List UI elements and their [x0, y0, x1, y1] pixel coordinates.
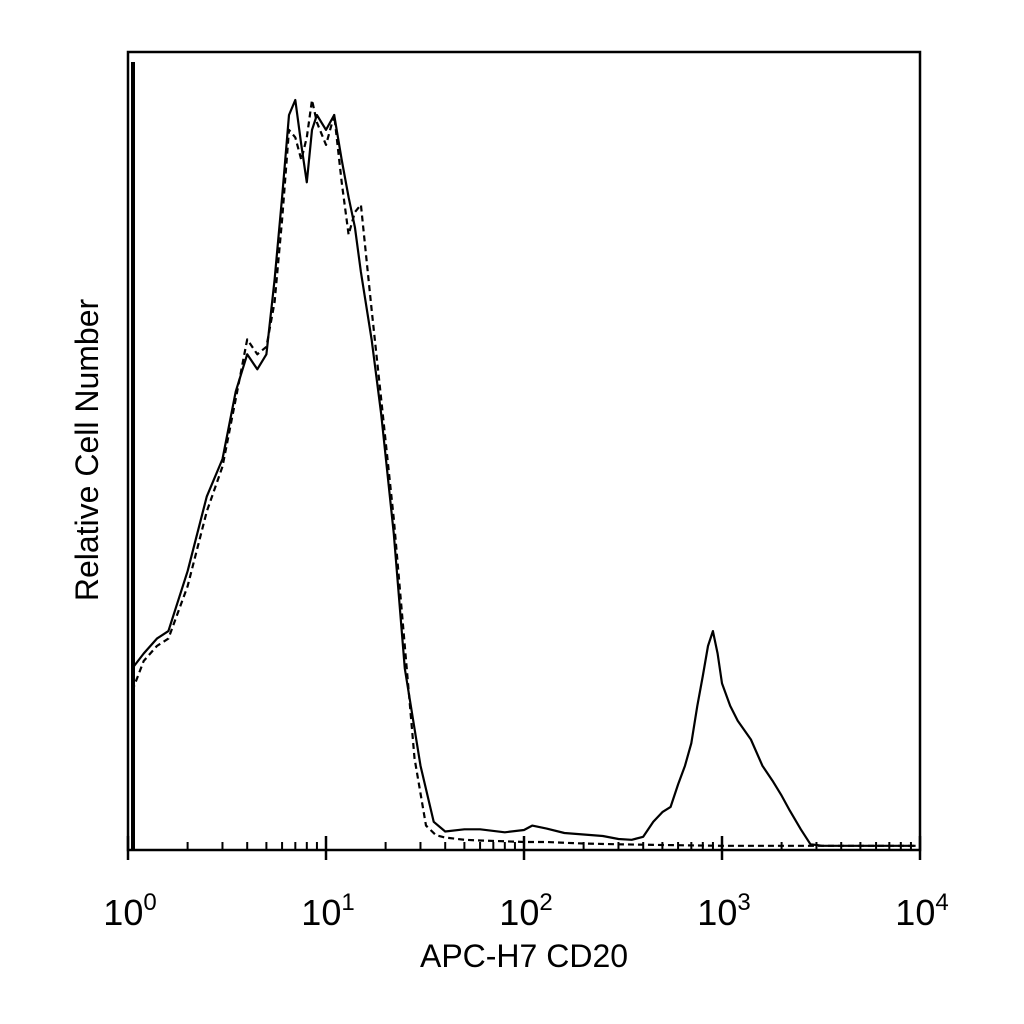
plot-area-frame — [126, 50, 922, 852]
x-tick-label-base: 10 — [103, 892, 143, 933]
series-layer — [131, 98, 916, 847]
x-major-ticks — [126, 836, 922, 860]
x-tick-label: 103 — [697, 889, 750, 933]
x-tick-label: 102 — [499, 889, 552, 933]
x-tick-label-exponent: 3 — [737, 889, 750, 916]
x-tick-label-exponent: 0 — [143, 889, 156, 916]
x-tick-label-base: 10 — [697, 892, 737, 933]
y-axis-label: Relative Cell Number — [69, 298, 105, 601]
gate-marker — [131, 62, 135, 850]
x-tick-label-exponent: 1 — [341, 889, 354, 916]
x-tick-label-base: 10 — [499, 892, 539, 933]
x-tick-label-exponent: 2 — [539, 889, 552, 916]
x-tick-label: 104 — [895, 889, 948, 933]
x-axis-label: APC-H7 CD20 — [420, 938, 628, 974]
x-tick-labels: 100 101 102 103 104 — [103, 889, 948, 933]
x-tick-label-base: 10 — [301, 892, 341, 933]
x-tick-label-exponent: 4 — [935, 889, 948, 916]
series-line-1-solid — [131, 98, 916, 847]
x-tick-label: 100 — [103, 889, 156, 933]
series-line-2-dashed — [131, 98, 916, 847]
x-tick-label-base: 10 — [895, 892, 935, 933]
x-tick-label: 101 — [301, 889, 354, 933]
